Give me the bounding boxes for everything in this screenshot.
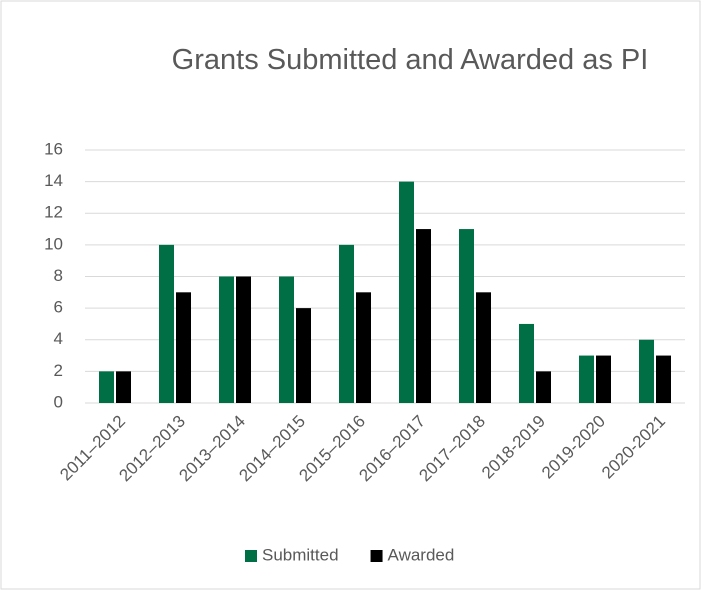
bar <box>176 292 191 403</box>
bar <box>459 229 474 403</box>
y-tick-label: 12 <box>44 203 63 222</box>
bar <box>219 276 234 403</box>
y-tick-label: 16 <box>44 139 63 158</box>
bar <box>99 371 114 403</box>
x-tick-label: 2020-2021 <box>598 412 669 483</box>
bar <box>236 276 251 403</box>
bar <box>339 244 354 403</box>
bar <box>639 339 654 403</box>
legend-label: Awarded <box>388 545 455 564</box>
y-tick-label: 0 <box>54 392 63 411</box>
bar <box>399 181 414 403</box>
y-tick-label: 10 <box>44 234 63 253</box>
x-tick-label: 2019-2020 <box>538 412 609 483</box>
y-tick-label: 2 <box>54 361 63 380</box>
y-tick-label: 4 <box>54 329 63 348</box>
x-tick-label: 2018-2019 <box>478 412 549 483</box>
legend-swatch <box>370 550 383 562</box>
y-tick-label: 14 <box>44 171 63 190</box>
y-tick-label: 8 <box>54 266 63 285</box>
bar <box>476 292 491 403</box>
bar <box>519 323 534 403</box>
bar <box>356 292 371 403</box>
bar <box>159 244 174 403</box>
bar <box>656 355 671 403</box>
legend-swatch <box>245 550 257 562</box>
bar <box>279 276 294 403</box>
bar <box>596 355 611 403</box>
bar <box>296 308 311 403</box>
chart-title: Grants Submitted and Awarded as PI <box>171 44 649 76</box>
bar <box>416 229 431 403</box>
bar <box>579 355 594 403</box>
y-tick-label: 6 <box>54 298 63 317</box>
bar <box>116 371 131 403</box>
legend-label: Submitted <box>262 545 339 564</box>
bar <box>536 371 551 403</box>
chart-border <box>0 0 701 590</box>
